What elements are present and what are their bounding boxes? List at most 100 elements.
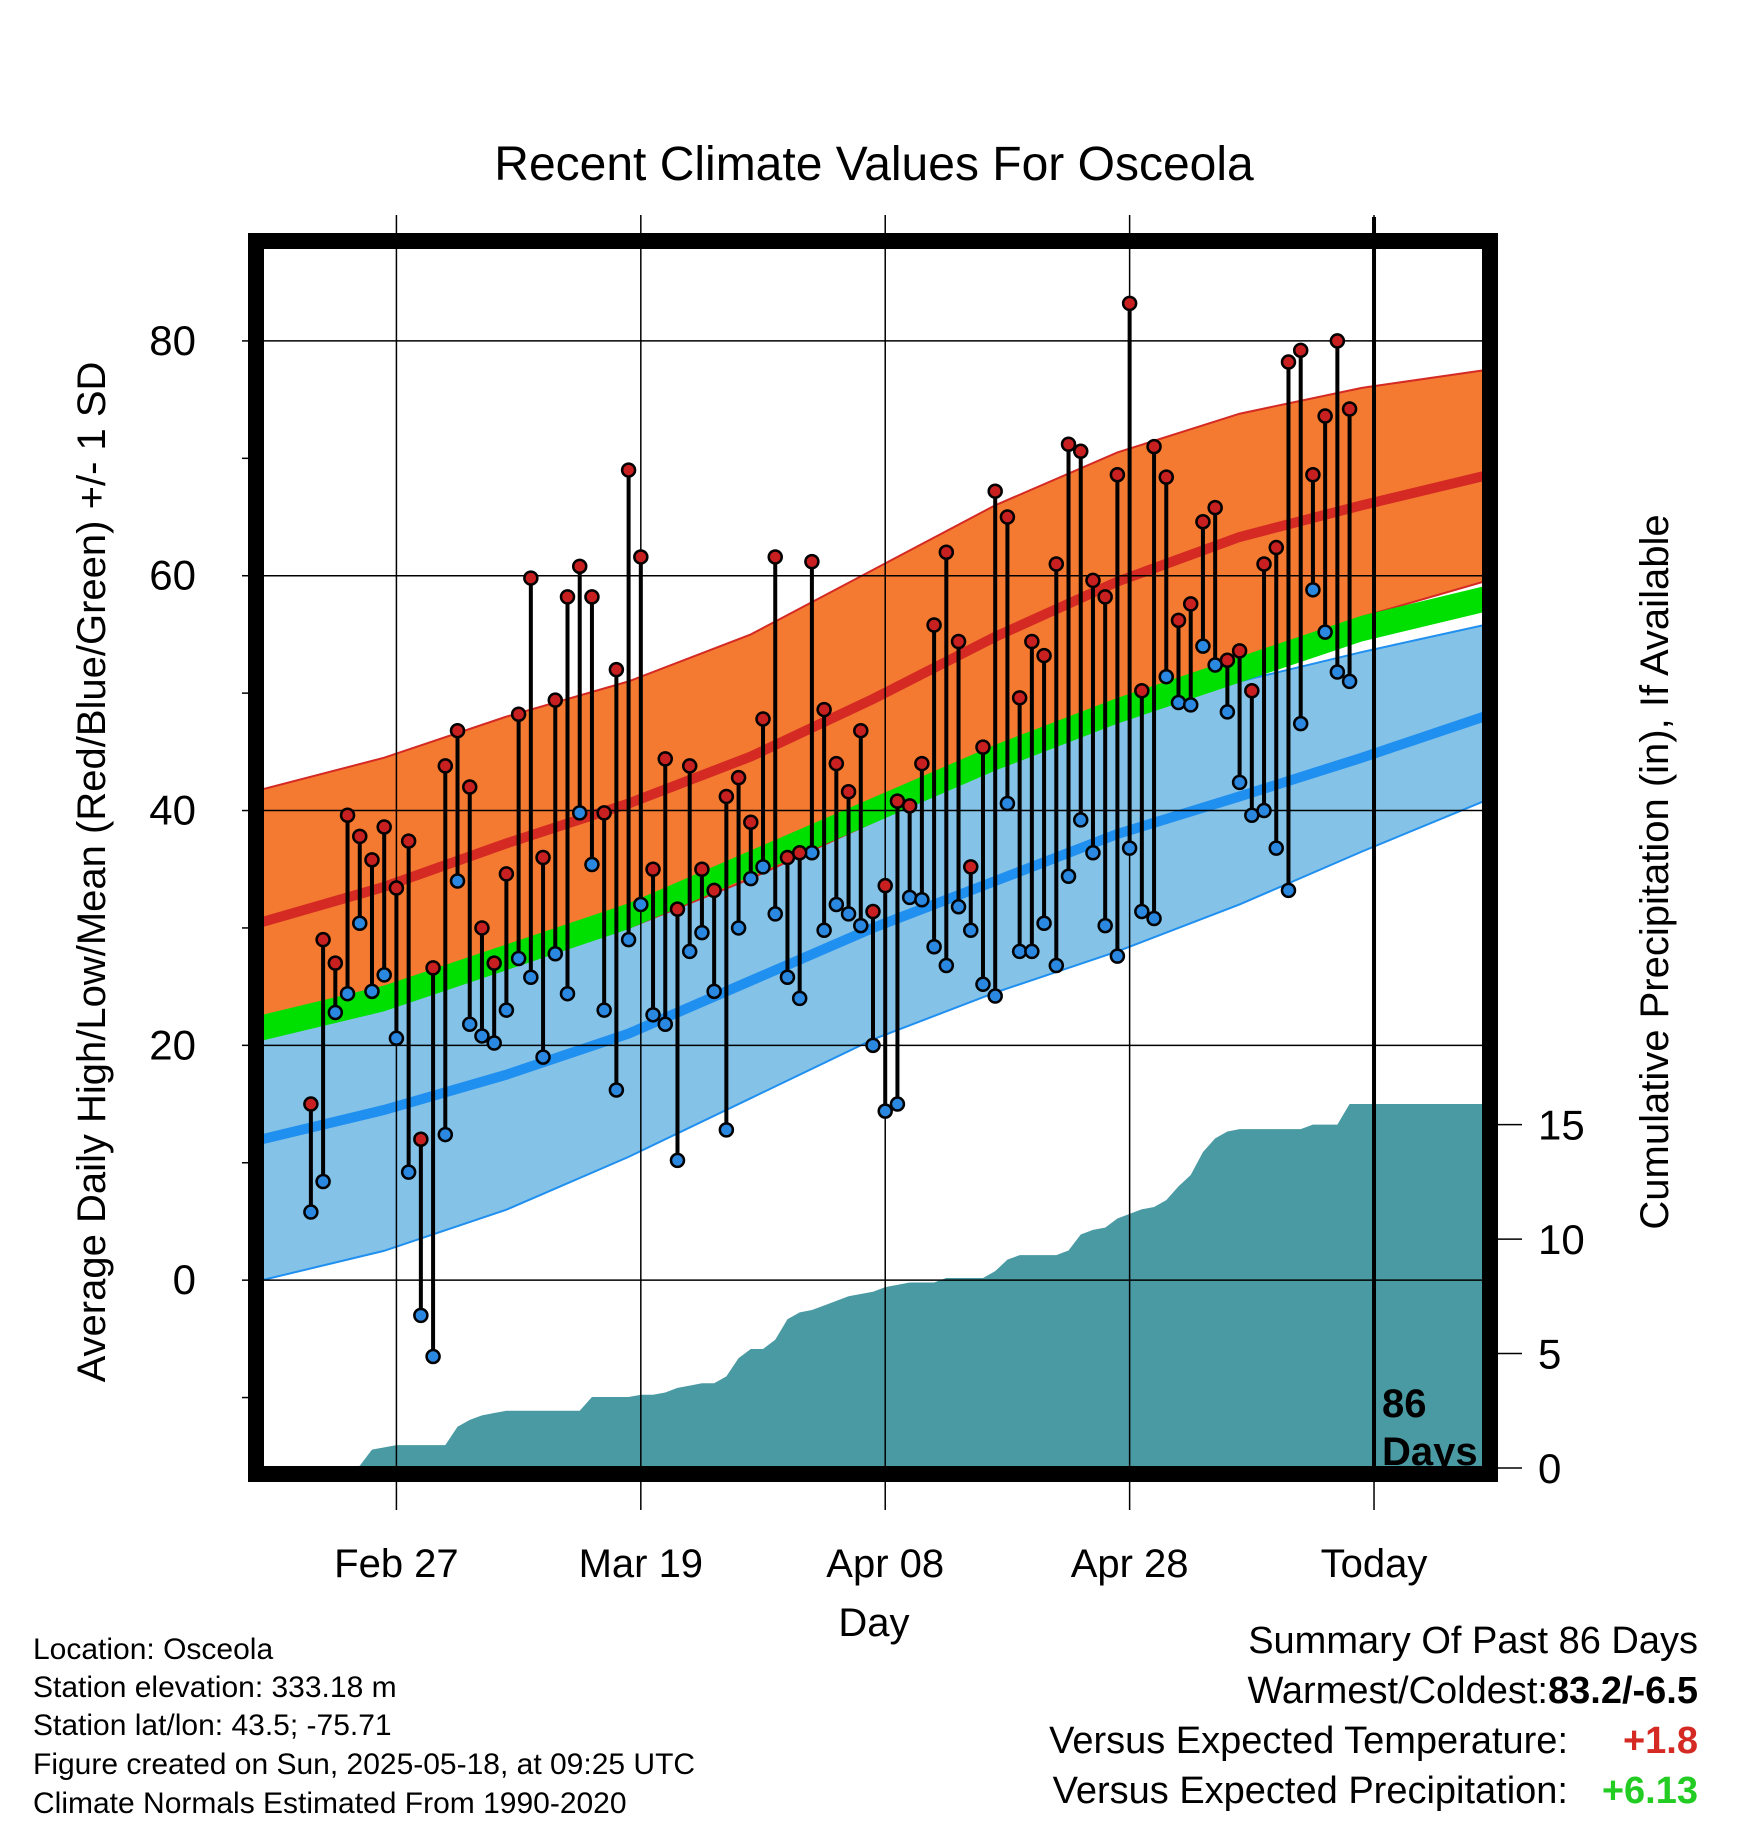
y-tick-label: 40 [149, 787, 196, 834]
y2-tick-label: 5 [1538, 1331, 1561, 1378]
daily-low-point [1097, 917, 1113, 934]
daily-high-point [486, 955, 502, 971]
daily-high-point [1231, 643, 1248, 659]
plot-frame [248, 233, 1498, 1482]
daily-low-point [1158, 668, 1175, 685]
daily-high-point [987, 483, 1003, 499]
daily-low-point [315, 1173, 331, 1190]
daily-high-point [718, 788, 735, 805]
daily-low-point [730, 920, 747, 936]
daily-high-point [498, 866, 515, 882]
daily-low-point [1317, 624, 1333, 640]
daily-low-point [413, 1307, 429, 1324]
daily-low-point [963, 922, 979, 939]
daily-low-point [1146, 910, 1162, 927]
y-tick-label: 20 [149, 1021, 196, 1068]
daily-high-point [523, 570, 539, 586]
daily-high-point [853, 722, 869, 739]
daily-high-point [657, 751, 674, 767]
daily-high-point [559, 589, 576, 605]
daily-low-point [1280, 882, 1297, 899]
daily-low-point [633, 896, 649, 913]
daily-low-point [1060, 868, 1077, 885]
daily-low-point [437, 1126, 454, 1143]
daily-high-point [950, 633, 967, 650]
daily-high-point [1011, 690, 1028, 706]
daily-low-point [584, 856, 600, 873]
daily-high-point [743, 814, 759, 831]
daily-low-point [1329, 664, 1346, 680]
daily-low-point [718, 1122, 735, 1138]
daily-high-point [535, 849, 551, 866]
precipitation-area [262, 1103, 1484, 1468]
daily-low-point [1048, 957, 1065, 974]
daily-low-point [1085, 845, 1101, 861]
warmest-coldest-label: Warmest/Coldest: [1247, 1670, 1548, 1712]
daily-low-point [853, 917, 869, 934]
daily-high-point [1207, 499, 1223, 516]
daily-high-point [828, 755, 845, 772]
daily-low-point [840, 906, 857, 922]
summary-heading: Summary Of Past 86 Days [1248, 1620, 1698, 1662]
normals-source-text: Climate Normals Estimated From 1990-2020 [33, 1787, 627, 1820]
daily-low-point [449, 873, 466, 889]
y2-tick-label: 0 [1538, 1445, 1561, 1492]
y-tick-label: 80 [149, 317, 196, 364]
daily-low-point [1268, 840, 1285, 856]
daily-high-point [1182, 596, 1199, 612]
daily-low-point [1036, 915, 1052, 931]
daily-low-point [486, 1035, 502, 1051]
chart-title: Recent Climate Values For Osceola [494, 138, 1254, 191]
precip-departure-value: +6.13 [1601, 1770, 1698, 1812]
daily-low-point [950, 899, 967, 915]
daily-low-point [1134, 903, 1150, 920]
daily-high-point [1329, 333, 1346, 349]
latlon-text: Station lat/lon: 43.5; -75.71 [33, 1709, 392, 1742]
daily-low-point [828, 896, 845, 913]
daily-low-point [425, 1348, 441, 1365]
y2-tick-label: 15 [1538, 1102, 1585, 1149]
daily-low-point [523, 969, 539, 986]
daily-high-point [865, 903, 881, 920]
daily-high-point [1024, 633, 1040, 650]
days-count-label: 86 [1382, 1382, 1427, 1426]
x-tick-label: Apr 28 [1071, 1542, 1189, 1586]
daily-high-point [608, 661, 625, 678]
daily-low-point [926, 938, 942, 955]
plot-area: 0 20 40 60 80 Feb 27 Mar 19 Apr 08 Apr 28 Today 0 5… [149, 215, 1585, 1586]
daily-low-point [865, 1037, 881, 1054]
daily-low-point [694, 924, 710, 941]
daily-high-point [804, 553, 820, 570]
daily-high-point [1048, 556, 1065, 572]
daily-high-point [669, 901, 686, 917]
daily-low-point [681, 943, 698, 960]
daily-high-point [1219, 652, 1236, 669]
daily-high-point [840, 784, 857, 800]
x-axis-label: Day [838, 1601, 909, 1645]
daily-high-point [901, 798, 918, 814]
daily-low-point [352, 915, 368, 931]
daily-high-point [352, 828, 368, 845]
daily-low-point [706, 983, 722, 1000]
daily-low-point [608, 1082, 625, 1098]
y-tick-label: 0 [173, 1256, 196, 1303]
daily-low-point [1256, 802, 1272, 819]
daily-high-point [963, 859, 979, 875]
daily-low-point [400, 1164, 417, 1180]
daily-high-point [767, 549, 783, 565]
high-mean-line [262, 471, 1484, 927]
daily-high-point [1280, 354, 1297, 370]
daily-high-point [938, 544, 955, 560]
daily-high-point [388, 880, 405, 896]
daily-high-point [1292, 342, 1309, 359]
daily-low-point [889, 1096, 906, 1112]
daily-low-point [1195, 638, 1211, 654]
daily-high-point [730, 769, 747, 786]
daily-high-point [303, 1096, 319, 1112]
daily-high-point [327, 955, 344, 971]
daily-low-point [303, 1204, 319, 1220]
daily-low-point [669, 1152, 686, 1169]
daily-low-point [1292, 715, 1309, 732]
daily-high-point [547, 692, 564, 708]
daily-high-point [1158, 469, 1175, 485]
